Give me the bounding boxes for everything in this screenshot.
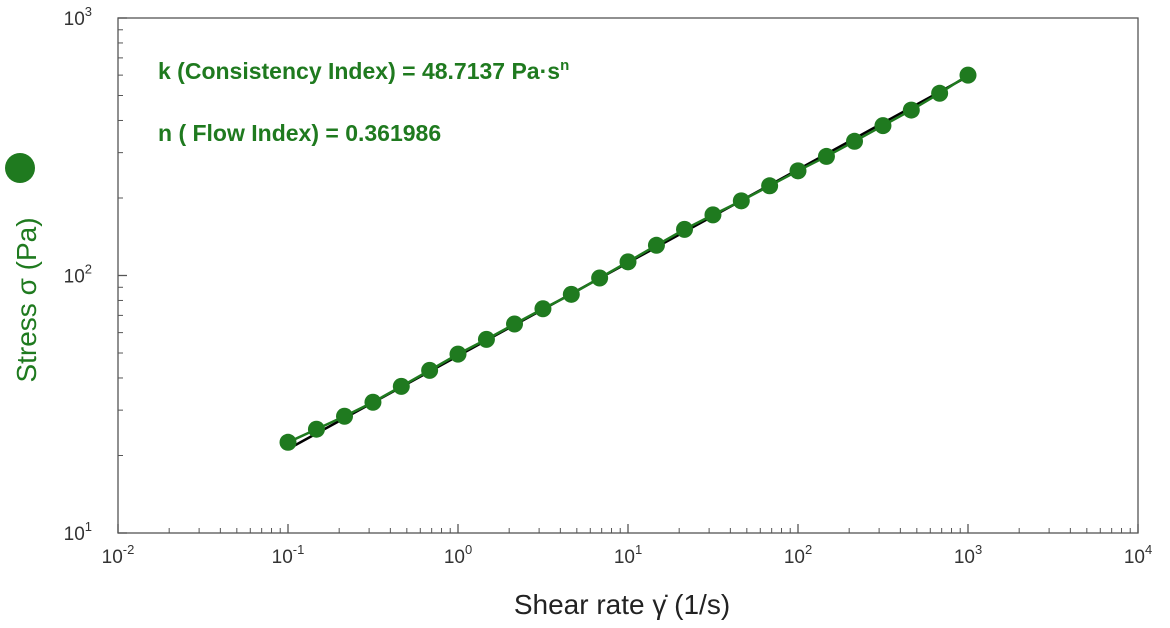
data-points (279, 66, 977, 451)
data-point (307, 420, 325, 438)
data-point (761, 177, 779, 195)
annotation-consistency-index: k (Consistency Index) = 48.7137 Pa·sn (158, 57, 569, 84)
data-point (902, 101, 920, 119)
x-tick-label: 10-2 (102, 542, 135, 568)
data-point (789, 162, 807, 180)
data-point (874, 117, 892, 135)
y-axis-legend-marker (5, 153, 35, 183)
y-tick-label: 101 (64, 519, 92, 545)
x-tick-label: 100 (444, 542, 472, 568)
x-tick-label: 10-1 (272, 542, 305, 568)
x-axis-label: Shear rate γ̇ (1/s) (514, 589, 730, 620)
data-point (477, 330, 495, 348)
data-point (534, 300, 552, 318)
data-point (449, 345, 467, 363)
data-point (704, 206, 722, 224)
y-tick-label: 102 (64, 262, 92, 288)
data-point (562, 285, 580, 303)
x-tick-label: 102 (784, 542, 812, 568)
data-point (392, 377, 410, 395)
y-axis-label: Stress σ (Pa) (11, 217, 42, 382)
data-point (732, 192, 750, 210)
data-point (931, 84, 949, 102)
data-point (619, 253, 637, 271)
data-point (846, 132, 864, 150)
y-axis-ticks: 101 102 103 (64, 4, 127, 545)
data-point (959, 66, 977, 84)
data-point (591, 269, 609, 287)
data-point (506, 315, 524, 333)
x-tick-label: 103 (954, 542, 982, 568)
x-axis-ticks: 10-2 10-1 100 101 102 103 104 (102, 524, 1152, 568)
x-tick-label: 101 (614, 542, 642, 568)
y-tick-label: 103 (64, 4, 92, 30)
x-tick-label: 104 (1124, 542, 1152, 568)
data-point (647, 236, 665, 254)
data-point (676, 220, 694, 238)
data-point (336, 407, 354, 425)
plot-frame (117, 17, 1139, 534)
data-point (279, 433, 297, 451)
data-point (817, 147, 835, 165)
data-point (364, 393, 382, 411)
annotation-flow-index: n ( Flow Index) = 0.361986 (158, 120, 441, 146)
data-point (421, 361, 439, 379)
